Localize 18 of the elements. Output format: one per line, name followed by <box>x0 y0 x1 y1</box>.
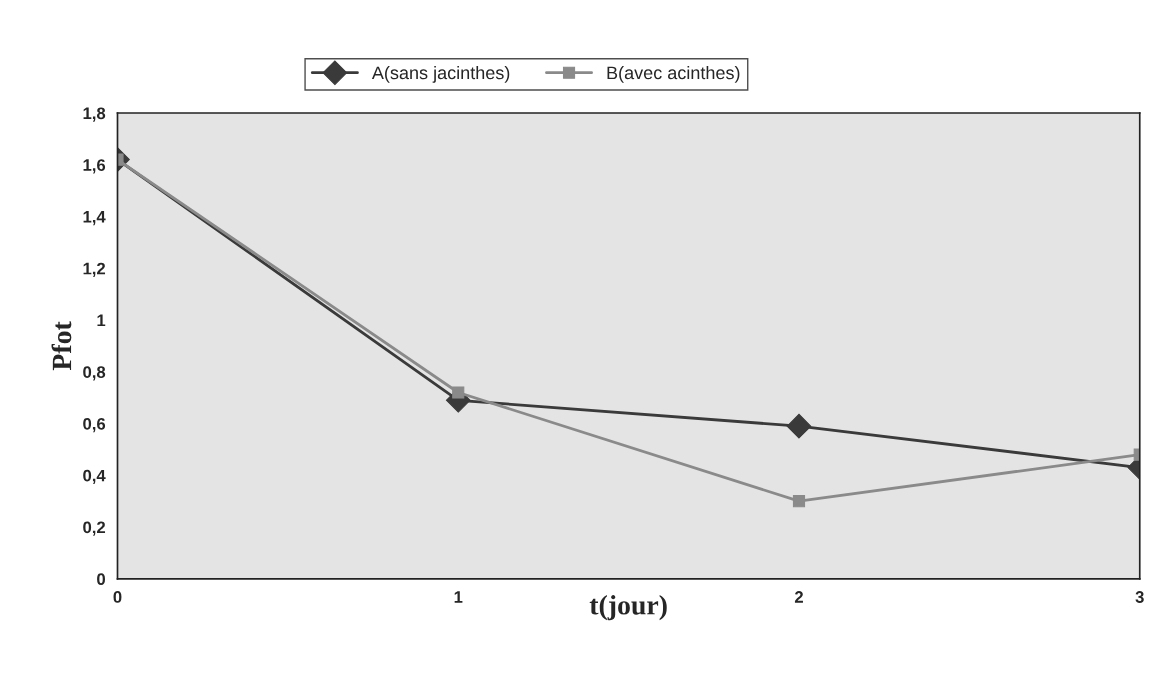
x-axis-title: t(jour) <box>589 595 667 621</box>
y-tick-label: 0,6 <box>83 417 106 433</box>
y-tick-label: 1 <box>97 314 106 327</box>
y-tick-label: 0 <box>97 573 106 586</box>
y-tick-label: 1,4 <box>83 211 106 226</box>
x-tick-label: 1 <box>454 591 463 603</box>
y-tick-label: 1,8 <box>83 107 106 122</box>
legend-label: A(sans jacinthes) <box>371 65 510 83</box>
y-tick-label: 0,2 <box>83 521 106 536</box>
legend-label: B(avec acinthes) <box>607 65 740 83</box>
y-tick-label: 1,2 <box>83 262 106 277</box>
y-tick-label: 0,4 <box>83 469 106 484</box>
y-tick-label: 0,8 <box>83 366 106 381</box>
y-axis-title: Pfot <box>51 321 72 371</box>
y-tick-label: 1,6 <box>83 159 106 174</box>
x-tick-label: 0 <box>113 591 122 603</box>
x-tick-label: 2 <box>794 591 803 603</box>
x-tick-label: 3 <box>1135 591 1144 603</box>
